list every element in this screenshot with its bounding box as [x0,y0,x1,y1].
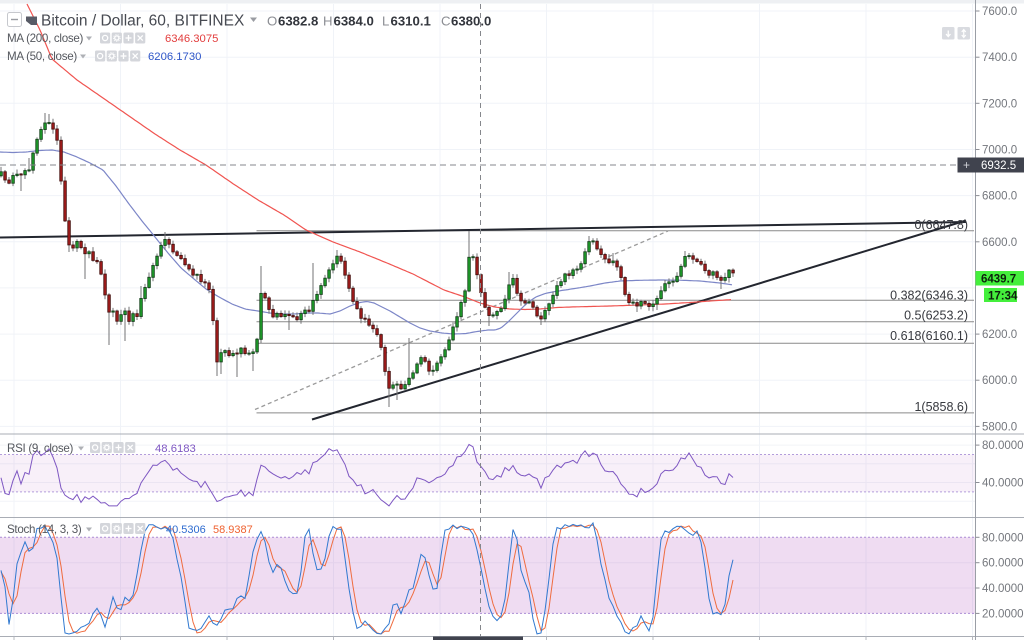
svg-text:MA (50, close): MA (50, close) [7,50,77,63]
svg-text:80.0000: 80.0000 [982,532,1024,544]
svg-text:+: + [963,158,970,172]
svg-text:6200.0: 6200.0 [982,329,1017,341]
svg-text:7000.0: 7000.0 [982,145,1017,157]
svg-text:MA (200, close): MA (200, close) [7,32,83,45]
svg-text:20.0000: 20.0000 [982,608,1024,620]
svg-text:6932.5: 6932.5 [981,160,1016,172]
svg-text:H: H [323,14,333,29]
svg-text:1(5858.6): 1(5858.6) [914,400,968,414]
svg-text:0(6647.8): 0(6647.8) [914,218,968,232]
svg-text:58.9387: 58.9387 [213,524,253,536]
svg-text:6346.3075: 6346.3075 [165,33,218,45]
svg-text:0.618(6160.1): 0.618(6160.1) [890,329,968,343]
svg-text:17:34: 17:34 [988,291,1018,303]
svg-text:48.6183: 48.6183 [155,443,196,455]
svg-text:L: L [382,14,389,29]
svg-text:Bitcoin / Dollar, 60, BITFINEX: Bitcoin / Dollar, 60, BITFINEX [41,13,245,30]
svg-text:Stoch (14, 3, 3): Stoch (14, 3, 3) [7,523,82,536]
svg-text:6380.0: 6380.0 [451,14,491,29]
svg-text:5800.0: 5800.0 [982,421,1017,433]
svg-text:7600.0: 7600.0 [982,6,1017,18]
svg-text:RSI (9, close): RSI (9, close) [7,442,73,455]
svg-text:6384.0: 6384.0 [334,14,374,29]
svg-text:40.0000: 40.0000 [982,583,1024,595]
svg-text:6382.8: 6382.8 [278,14,318,29]
svg-text:7200.0: 7200.0 [982,98,1017,110]
svg-text:7400.0: 7400.0 [982,52,1017,64]
svg-text:40.0000: 40.0000 [982,478,1024,490]
svg-text:6310.1: 6310.1 [391,14,431,29]
svg-text:0.5(6253.2): 0.5(6253.2) [904,309,968,323]
svg-text:6600.0: 6600.0 [982,237,1017,249]
svg-text:O: O [267,14,277,29]
svg-text:6800.0: 6800.0 [982,191,1017,203]
svg-text:60.0000: 60.0000 [982,558,1024,570]
svg-text:6439.7: 6439.7 [981,274,1016,286]
svg-text:6206.1730: 6206.1730 [148,51,201,63]
svg-text:0.382(6346.3): 0.382(6346.3) [890,289,968,303]
svg-text:C: C [441,14,451,29]
svg-text:6000.0: 6000.0 [982,375,1017,387]
svg-text:80.0000: 80.0000 [982,440,1024,452]
svg-text:40.5306: 40.5306 [166,524,206,536]
